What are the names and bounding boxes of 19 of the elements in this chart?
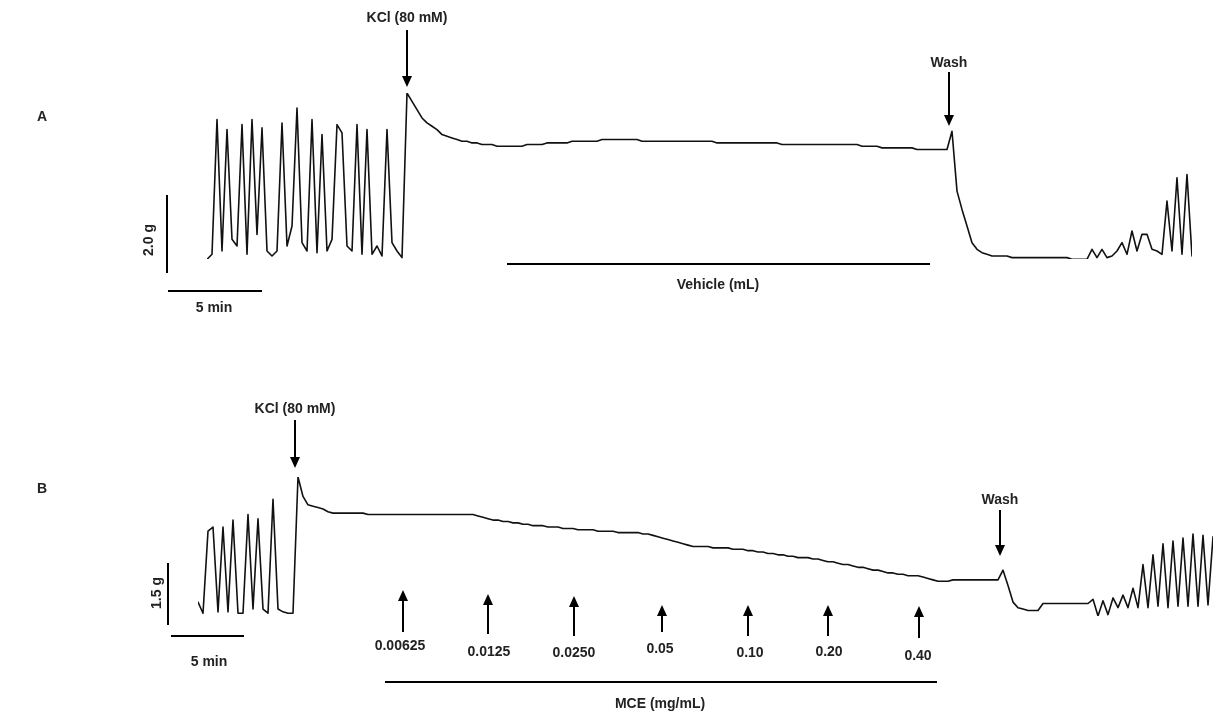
- text: 0.0250: [552, 644, 596, 660]
- text: Wash: [930, 54, 968, 70]
- text: 0.0125: [467, 643, 511, 659]
- text: MCE (mg/mL): [614, 695, 706, 711]
- annotation: Wash: [981, 491, 1019, 507]
- text: 0.05: [646, 640, 674, 656]
- text: KCl (80 mM): [254, 400, 336, 416]
- text: 5 min: [190, 653, 228, 669]
- text: 0.00625: [374, 637, 426, 653]
- text: KCl (80 mM): [366, 9, 448, 25]
- text: 5 min: [195, 299, 233, 315]
- text: Vehicle (mL): [676, 276, 760, 292]
- text: 0.40: [904, 647, 932, 663]
- text: 2.0 g: [140, 224, 156, 256]
- text: A: [36, 108, 48, 124]
- text: 0.10: [736, 644, 764, 660]
- text: B: [36, 480, 48, 496]
- text: 1.5 g: [148, 577, 164, 609]
- text: 0.20: [815, 643, 843, 659]
